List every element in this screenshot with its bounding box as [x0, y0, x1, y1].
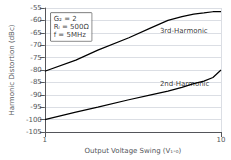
svg-text:Rₗ = 500Ω: Rₗ = 500Ω [54, 23, 90, 31]
svg-text:3rd-Harmonic: 3rd-Harmonic [160, 27, 208, 35]
svg-text:1: 1 [43, 136, 47, 144]
svg-text:10: 10 [217, 136, 226, 144]
svg-text:-80: -80 [30, 66, 41, 74]
svg-text:-65: -65 [30, 29, 41, 37]
svg-text:-70: -70 [30, 41, 41, 49]
svg-text:-90: -90 [30, 91, 41, 99]
svg-text:-95: -95 [30, 103, 41, 111]
svg-text:G₂ = 2: G₂ = 2 [54, 15, 77, 23]
svg-text:Harmonic Distortion (dBc): Harmonic Distortion (dBc) [8, 24, 16, 115]
svg-text:f = 5MHz: f = 5MHz [54, 31, 87, 39]
svg-text:2nd-Harmonic: 2nd-Harmonic [160, 80, 210, 88]
svg-text:-85: -85 [30, 78, 41, 86]
svg-text:-105: -105 [26, 128, 42, 136]
svg-text:-60: -60 [30, 16, 41, 24]
svg-text:-75: -75 [30, 54, 41, 62]
svg-text:Output Voltage Swing (V₁-₀): Output Voltage Swing (V₁-₀) [85, 147, 182, 155]
svg-text:-55: -55 [30, 4, 41, 12]
svg-text:-100: -100 [26, 116, 42, 124]
